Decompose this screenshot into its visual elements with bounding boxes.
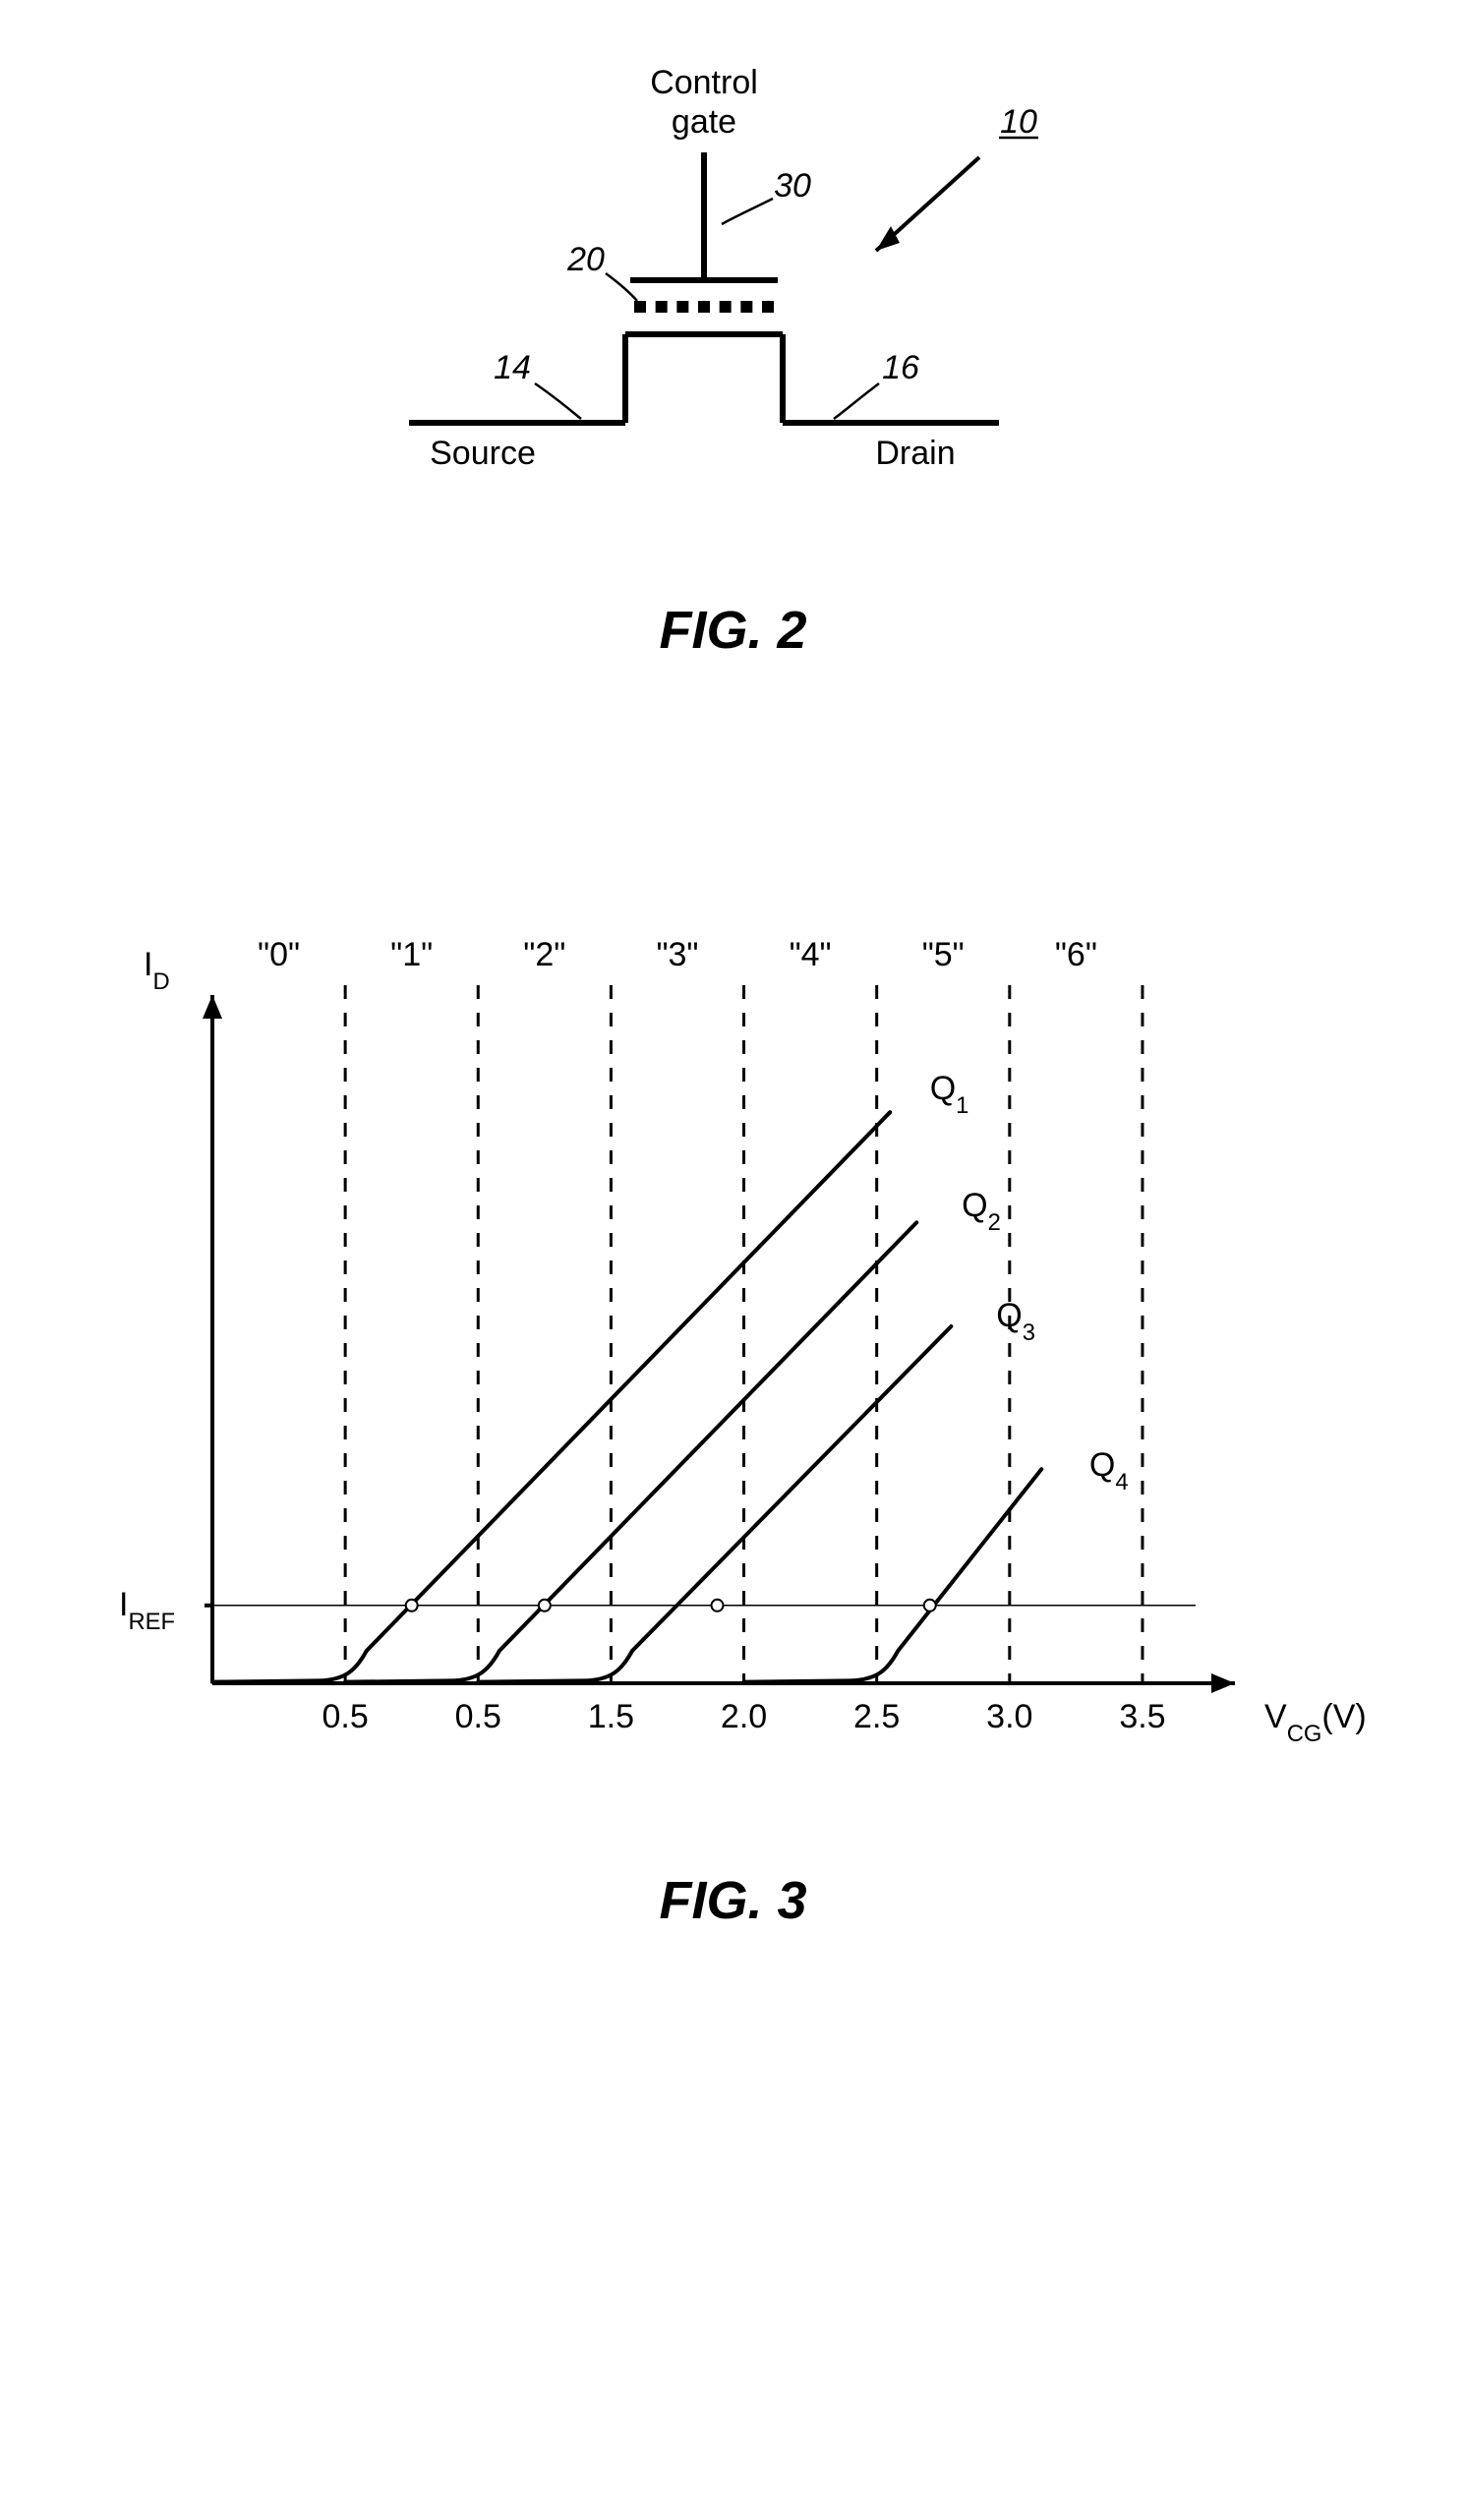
figure-3-block: 0.5 0.5 1.5 2.0 2.5 3.0 3.5 "0" "1" "2" "3" "4" "5" "… (0, 916, 1466, 1931)
x-tick-label: 2.5 (853, 1698, 900, 1735)
figure-2-svg: Controlgate Source Drain 14 16 20 30 10 (291, 39, 1176, 551)
ref-16: 16 (882, 349, 919, 386)
curve-label: Q1 (929, 1070, 968, 1119)
source-label: Source (430, 435, 536, 472)
region-label: "4" (789, 936, 831, 973)
spacer (0, 661, 1466, 916)
ref-30: 30 (774, 167, 811, 205)
region-label: "5" (921, 936, 964, 973)
ref-30-lead (722, 199, 773, 224)
iref-marker (923, 1600, 935, 1612)
x-axis-arrow (1211, 1673, 1235, 1693)
control-gate-label-2: gate (671, 103, 735, 141)
curve (743, 1469, 1041, 1681)
curve-label: Q3 (996, 1297, 1035, 1346)
region-label: "2" (523, 936, 565, 973)
ref-20: 20 (566, 241, 605, 278)
region-label: "3" (656, 936, 698, 973)
x-axis-label: VCG(V) (1264, 1698, 1367, 1747)
x-tick-label: 0.5 (454, 1698, 500, 1735)
y-axis-label: ID (144, 946, 170, 995)
figure-3-caption: FIG. 3 (659, 1870, 806, 1931)
page: ControlgateSourceDrain1416203010 FIG. 2 … (0, 0, 1466, 1931)
ref-14-lead (535, 383, 581, 419)
x-tick-label: 2.0 (720, 1698, 766, 1735)
region-label: "1" (390, 936, 433, 973)
figure-3-svg: 0.5 0.5 1.5 2.0 2.5 3.0 3.5 "0" "1" "2" "3" "4" "5" "… (94, 916, 1373, 1801)
x-tick-label: 3.5 (1119, 1698, 1165, 1735)
x-tick-label: 1.5 (587, 1698, 633, 1735)
control-gate-label: Control (650, 64, 758, 101)
iref-marker (405, 1600, 417, 1612)
floating-gate-dot (698, 301, 710, 313)
figure-2-block: Controlgate Source Drain 14 16 20 30 10 FIG. 2 (0, 0, 1466, 661)
floating-gate-dot (634, 301, 646, 313)
y-axis-arrow (203, 995, 222, 1019)
ref-14: 14 (494, 349, 531, 386)
region-label: "6" (1054, 936, 1096, 973)
floating-gate-dot (762, 301, 774, 313)
floating-gate-dot (676, 301, 688, 313)
iref-marker (711, 1600, 723, 1612)
drain-label: Drain (875, 435, 955, 472)
iref-label: IREF (119, 1586, 175, 1635)
iref-marker (538, 1600, 550, 1612)
floating-gate-dot (740, 301, 752, 313)
ref-10: 10 (1000, 103, 1037, 141)
curve-label: Q4 (1088, 1446, 1128, 1495)
figure-2-caption: FIG. 2 (659, 600, 806, 661)
curve (478, 1326, 951, 1682)
curve (345, 1222, 916, 1681)
ref-10-arrow-head (876, 226, 900, 251)
ref-16-lead (834, 383, 879, 419)
floating-gate-dot (655, 301, 667, 313)
x-tick-label: 0.5 (322, 1698, 368, 1735)
region-label: "0" (258, 936, 300, 973)
floating-gate-dot (719, 301, 731, 313)
curve-label: Q2 (962, 1187, 1001, 1236)
x-tick-label: 3.0 (986, 1698, 1032, 1735)
